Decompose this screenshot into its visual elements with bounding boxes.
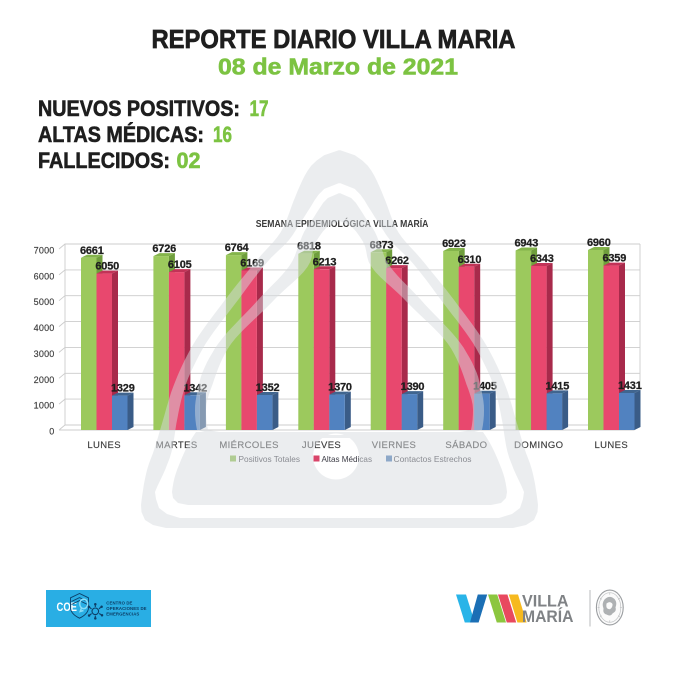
svg-text:1370: 1370 xyxy=(328,382,352,394)
svg-text:DOMINGO: DOMINGO xyxy=(514,440,563,451)
svg-text:Positivos Totales: Positivos Totales xyxy=(239,454,301,464)
svg-text:7000: 7000 xyxy=(34,246,55,256)
svg-text:3000: 3000 xyxy=(34,349,55,359)
svg-text:JUEVES: JUEVES xyxy=(302,440,341,451)
svg-text:6050: 6050 xyxy=(95,261,119,273)
svg-text:CENTRO DE: CENTRO DE xyxy=(106,601,132,606)
svg-text:6105: 6105 xyxy=(168,259,192,271)
svg-text:EMERGENCIAS: EMERGENCIAS xyxy=(106,611,139,616)
svg-text:OPERACIONES DE: OPERACIONES DE xyxy=(106,606,146,611)
svg-text:1390: 1390 xyxy=(401,381,425,393)
svg-text:COE: COE xyxy=(57,600,78,614)
svg-text:NUEVOS POSITIVOS:: NUEVOS POSITIVOS: xyxy=(38,96,240,121)
svg-text:1329: 1329 xyxy=(111,383,135,395)
svg-text:6169: 6169 xyxy=(240,258,264,270)
svg-text:VIERNES: VIERNES xyxy=(372,440,417,451)
svg-text:17: 17 xyxy=(250,96,269,121)
svg-text:MARÍA: MARÍA xyxy=(522,607,574,626)
svg-text:1342: 1342 xyxy=(183,382,207,394)
svg-text:MIÉRCOLES: MIÉRCOLES xyxy=(219,440,279,451)
svg-text:SEMANA EPIDEMIOLÓGICA VILLA MA: SEMANA EPIDEMIOLÓGICA VILLA MARÍA xyxy=(256,217,429,230)
svg-text:16: 16 xyxy=(213,122,232,147)
svg-text:6661: 6661 xyxy=(80,245,104,257)
svg-text:VILLA: VILLA xyxy=(522,593,569,611)
svg-text:FALLECIDOS:: FALLECIDOS: xyxy=(38,148,170,173)
svg-text:LUNES: LUNES xyxy=(87,440,121,451)
svg-text:ALTAS MÉDICAS:: ALTAS MÉDICAS: xyxy=(38,122,204,147)
svg-text:1000: 1000 xyxy=(34,401,55,411)
svg-text:6873: 6873 xyxy=(370,239,394,251)
svg-text:SÁBADO: SÁBADO xyxy=(445,440,487,451)
svg-text:6960: 6960 xyxy=(587,237,611,249)
svg-text:6359: 6359 xyxy=(602,253,626,265)
svg-text:6726: 6726 xyxy=(152,243,176,255)
svg-text:1352: 1352 xyxy=(256,382,280,394)
svg-text:MARTES: MARTES xyxy=(156,440,198,451)
svg-text:2000: 2000 xyxy=(34,375,55,385)
svg-text:6213: 6213 xyxy=(313,256,337,268)
svg-text:6943: 6943 xyxy=(514,238,538,250)
svg-text:1405: 1405 xyxy=(473,381,497,393)
svg-text:1415: 1415 xyxy=(545,380,569,392)
svg-text:Altas Médicas: Altas Médicas xyxy=(322,454,373,464)
svg-text:6818: 6818 xyxy=(297,241,321,253)
svg-text:6923: 6923 xyxy=(442,238,466,250)
svg-text:6310: 6310 xyxy=(458,254,482,266)
svg-text:5000: 5000 xyxy=(34,297,55,307)
svg-text:02: 02 xyxy=(177,148,201,173)
svg-text:0: 0 xyxy=(49,427,54,437)
svg-text:REPORTE DIARIO VILLA MARIA: REPORTE DIARIO VILLA MARIA xyxy=(152,26,516,54)
svg-text:6000: 6000 xyxy=(34,271,55,281)
svg-text:6764: 6764 xyxy=(225,242,250,254)
svg-text:1431: 1431 xyxy=(618,380,642,392)
svg-text:6262: 6262 xyxy=(385,255,409,267)
svg-text:08 de Marzo de 2021: 08 de Marzo de 2021 xyxy=(218,53,458,79)
svg-text:4000: 4000 xyxy=(34,323,55,333)
svg-text:6343: 6343 xyxy=(530,253,554,265)
svg-text:Contactos Estrechos: Contactos Estrechos xyxy=(394,454,473,464)
svg-text:LUNES: LUNES xyxy=(594,440,628,451)
